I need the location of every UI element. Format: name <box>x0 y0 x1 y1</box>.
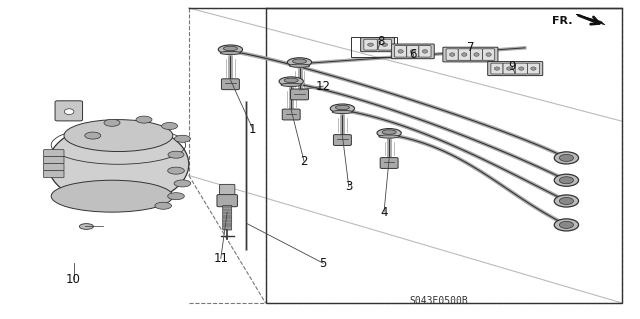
Ellipse shape <box>335 105 349 110</box>
Ellipse shape <box>281 83 301 86</box>
FancyBboxPatch shape <box>470 49 483 60</box>
Ellipse shape <box>64 120 173 152</box>
FancyBboxPatch shape <box>446 49 458 60</box>
Ellipse shape <box>367 43 374 46</box>
Text: 7: 7 <box>467 41 474 54</box>
Ellipse shape <box>79 224 93 229</box>
FancyBboxPatch shape <box>221 79 239 90</box>
Text: 2: 2 <box>300 155 308 167</box>
FancyBboxPatch shape <box>407 46 419 57</box>
Ellipse shape <box>218 45 243 54</box>
Ellipse shape <box>554 195 579 207</box>
Ellipse shape <box>449 53 455 56</box>
Ellipse shape <box>554 152 579 164</box>
FancyBboxPatch shape <box>458 49 470 60</box>
Ellipse shape <box>474 53 479 56</box>
FancyBboxPatch shape <box>419 46 431 57</box>
Ellipse shape <box>174 180 191 187</box>
Ellipse shape <box>559 154 573 161</box>
Text: FR.: FR. <box>552 16 573 26</box>
Text: 6: 6 <box>409 48 417 61</box>
Ellipse shape <box>486 53 492 56</box>
Ellipse shape <box>162 122 178 130</box>
FancyBboxPatch shape <box>515 63 527 74</box>
Ellipse shape <box>175 135 191 142</box>
Ellipse shape <box>494 67 500 70</box>
Ellipse shape <box>554 219 579 231</box>
Ellipse shape <box>292 59 307 63</box>
Text: 12: 12 <box>316 80 331 93</box>
Ellipse shape <box>51 180 173 212</box>
Ellipse shape <box>104 119 120 126</box>
Ellipse shape <box>518 67 524 70</box>
Ellipse shape <box>382 130 396 134</box>
FancyBboxPatch shape <box>361 38 395 52</box>
Text: 8: 8 <box>377 35 385 48</box>
Ellipse shape <box>559 197 573 204</box>
FancyBboxPatch shape <box>380 158 398 168</box>
FancyBboxPatch shape <box>223 205 232 230</box>
Ellipse shape <box>554 174 579 186</box>
Ellipse shape <box>330 104 355 113</box>
FancyBboxPatch shape <box>392 44 435 59</box>
Ellipse shape <box>168 151 184 158</box>
Ellipse shape <box>223 46 237 51</box>
Text: 3: 3 <box>345 180 353 193</box>
Ellipse shape <box>287 58 312 67</box>
Ellipse shape <box>559 177 573 184</box>
FancyBboxPatch shape <box>483 49 495 60</box>
Ellipse shape <box>398 49 403 53</box>
FancyBboxPatch shape <box>44 164 64 171</box>
Ellipse shape <box>220 51 241 55</box>
Ellipse shape <box>531 67 536 70</box>
FancyBboxPatch shape <box>55 101 83 121</box>
Ellipse shape <box>379 135 399 138</box>
Ellipse shape <box>332 110 353 114</box>
Ellipse shape <box>289 64 310 67</box>
Ellipse shape <box>284 78 298 83</box>
Ellipse shape <box>65 109 74 115</box>
FancyBboxPatch shape <box>44 150 64 157</box>
Text: S043E0500B: S043E0500B <box>409 296 468 307</box>
FancyBboxPatch shape <box>217 195 237 207</box>
Ellipse shape <box>410 49 415 53</box>
Text: 10: 10 <box>66 273 81 286</box>
Ellipse shape <box>168 193 184 200</box>
Ellipse shape <box>377 129 401 137</box>
Text: 9: 9 <box>508 61 516 73</box>
Ellipse shape <box>155 202 172 209</box>
Text: 1: 1 <box>249 123 257 136</box>
FancyBboxPatch shape <box>443 47 498 62</box>
FancyBboxPatch shape <box>282 109 300 120</box>
Text: 5: 5 <box>319 257 327 270</box>
FancyBboxPatch shape <box>488 62 543 76</box>
FancyBboxPatch shape <box>220 184 235 197</box>
FancyBboxPatch shape <box>291 89 308 100</box>
FancyBboxPatch shape <box>364 39 378 50</box>
Ellipse shape <box>136 116 152 123</box>
Ellipse shape <box>461 53 467 56</box>
FancyBboxPatch shape <box>44 157 64 164</box>
Ellipse shape <box>279 77 303 86</box>
FancyBboxPatch shape <box>395 46 407 57</box>
Ellipse shape <box>559 221 573 228</box>
FancyBboxPatch shape <box>491 63 503 74</box>
Ellipse shape <box>84 132 101 139</box>
FancyBboxPatch shape <box>378 39 392 50</box>
Ellipse shape <box>422 49 428 53</box>
Ellipse shape <box>506 67 512 70</box>
FancyBboxPatch shape <box>503 63 515 74</box>
FancyBboxPatch shape <box>333 135 351 145</box>
Ellipse shape <box>168 167 184 174</box>
Ellipse shape <box>48 123 189 206</box>
Polygon shape <box>576 14 605 25</box>
FancyBboxPatch shape <box>527 63 540 74</box>
FancyBboxPatch shape <box>44 171 64 178</box>
Text: 4: 4 <box>380 206 388 219</box>
Text: 11: 11 <box>213 252 228 265</box>
Ellipse shape <box>381 43 388 46</box>
